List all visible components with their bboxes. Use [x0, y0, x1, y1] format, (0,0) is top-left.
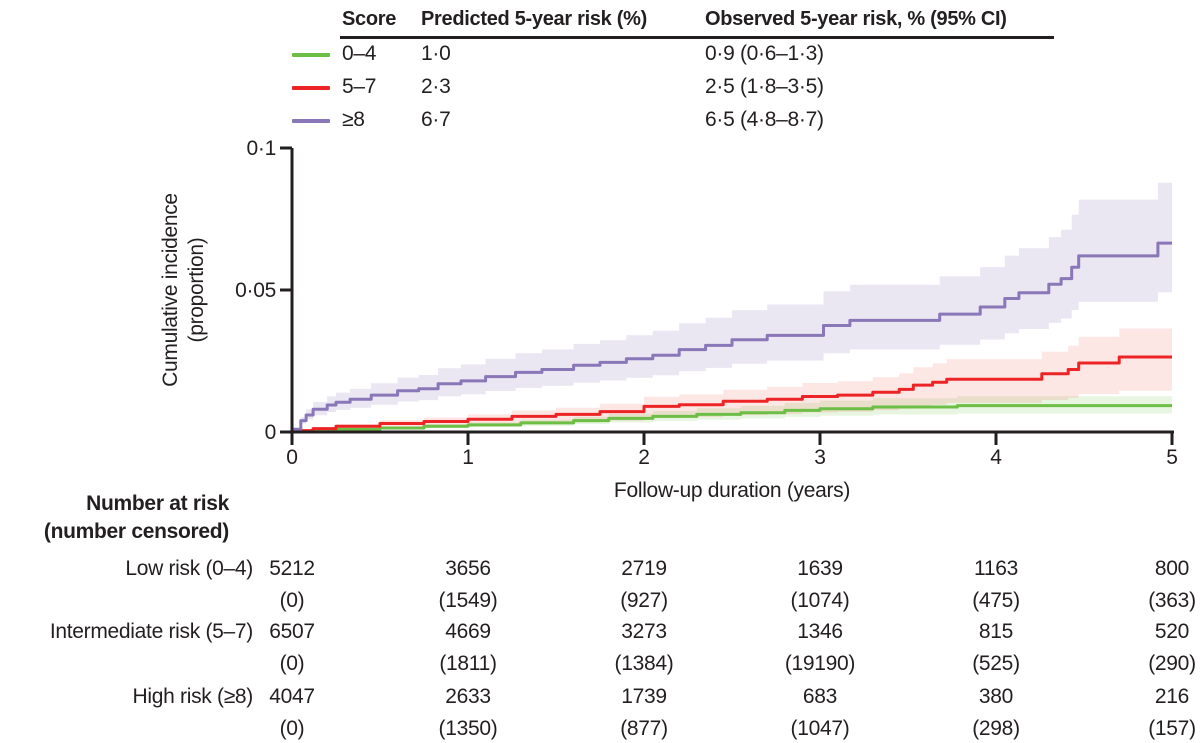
- x-axis-title: Follow-up duration (years): [613, 479, 851, 502]
- legend-predicted-high: 6·7: [421, 108, 451, 131]
- risk-table-header-line2: (number censored): [43, 520, 229, 543]
- censored-count-r0-t4: (475): [972, 589, 1020, 612]
- y-tick-label-0·05: 0·05: [235, 279, 276, 302]
- risk-table-header-line1: Number at risk: [86, 492, 229, 515]
- censored-count-r1-t5: (290): [1148, 652, 1196, 675]
- risk-count-r0-t3: 1639: [797, 557, 843, 580]
- censored-count-r0-t5: (363): [1148, 589, 1196, 612]
- risk-count-r2-t5: 216: [1154, 685, 1190, 708]
- x-tick-label-1: 1: [462, 446, 474, 469]
- risk-row-label-0: Low risk (0–4): [125, 557, 253, 580]
- x-tick-label-4: 4: [990, 446, 1002, 469]
- legend-swatch-high: [292, 119, 330, 123]
- risk-count-r1-t1: 4669: [445, 620, 491, 643]
- legend-header-rule: [340, 36, 1054, 39]
- y-tick-label-0·1: 0·1: [246, 137, 277, 160]
- censored-count-r2-t2: (877): [620, 717, 668, 740]
- legend-predicted-low: 1·0: [421, 42, 451, 65]
- censored-count-r0-t3: (1074): [790, 589, 850, 612]
- legend-score-intermediate: 5–7: [342, 75, 377, 98]
- risk-count-r0-t0: 5212: [269, 557, 315, 580]
- x-tick-label-3: 3: [814, 446, 826, 469]
- legend-swatch-low: [292, 53, 330, 57]
- y-tick-label-0: 0: [264, 421, 277, 444]
- risk-count-r0-t1: 3656: [445, 557, 491, 580]
- legend-observed-intermediate: 2·5 (1·8–3·5): [705, 75, 824, 98]
- censored-count-r1-t4: (525): [972, 652, 1020, 675]
- risk-count-r0-t4: 1163: [974, 557, 1018, 580]
- ci-band-series-2: [292, 182, 1172, 430]
- legend-header-predicted: Predicted 5-year risk (%): [421, 8, 647, 30]
- censored-count-r1-t2: (1384): [614, 652, 674, 675]
- legend-header-score: Score: [342, 8, 397, 30]
- censored-count-r2-t1: (1350): [438, 717, 498, 740]
- censored-count-r0-t1: (1549): [438, 589, 498, 612]
- risk-count-r2-t3: 683: [802, 685, 838, 708]
- x-tick-label-5: 5: [1166, 446, 1178, 469]
- risk-count-r0-t2: 2719: [621, 557, 667, 580]
- censored-count-r2-t0: (0): [279, 717, 305, 740]
- risk-row-label-2: High risk (≥8): [132, 685, 253, 708]
- x-tick-label-2: 2: [638, 446, 650, 469]
- legend-score-high: ≥8: [342, 108, 365, 131]
- censored-count-r0-t2: (927): [620, 589, 668, 612]
- legend-header-observed: Observed 5-year risk, % (95% CI): [705, 8, 1007, 30]
- censored-count-r0-t0: (0): [279, 589, 305, 612]
- legend-observed-low: 0·9 (0·6–1·3): [705, 42, 824, 65]
- incidence-curve-series-2: [292, 241, 1172, 431]
- risk-count-r1-t0: 6507: [269, 620, 315, 643]
- risk-count-r0-t5: 800: [1154, 557, 1190, 580]
- censored-count-r1-t3: (19190): [784, 652, 856, 675]
- risk-count-r1-t2: 3273: [621, 620, 667, 643]
- risk-count-r1-t4: 815: [978, 620, 1014, 643]
- risk-count-r2-t2: 1739: [621, 685, 667, 708]
- legend-predicted-intermediate: 2·3: [421, 75, 451, 98]
- incidence-curve-series-1: [292, 355, 1172, 433]
- risk-count-r2-t1: 2633: [445, 685, 491, 708]
- censored-count-r2-t4: (298): [972, 717, 1020, 740]
- risk-count-r2-t4: 380: [978, 685, 1014, 708]
- risk-count-r2-t0: 4047: [269, 685, 315, 708]
- legend-observed-high: 6·5 (4·8–8·7): [705, 108, 824, 131]
- legend-swatch-intermediate: [292, 86, 330, 90]
- incidence-curve-series-0: [292, 404, 1172, 433]
- risk-count-r1-t3: 1346: [797, 620, 843, 643]
- censored-count-r2-t3: (1047): [790, 717, 850, 740]
- censored-count-r2-t5: (157): [1148, 717, 1196, 740]
- censored-count-r1-t1: (1811): [439, 652, 497, 675]
- risk-row-label-1: Intermediate risk (5–7): [49, 620, 253, 643]
- x-tick-label-0: 0: [286, 446, 298, 469]
- risk-count-r1-t5: 520: [1154, 620, 1190, 643]
- censored-count-r1-t0: (0): [279, 652, 305, 675]
- legend-score-low: 0–4: [342, 42, 377, 65]
